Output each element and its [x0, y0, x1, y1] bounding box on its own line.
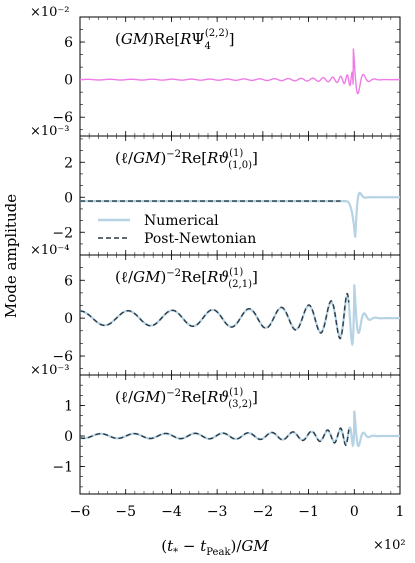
panel-label-part: −2 [166, 149, 181, 160]
y-tick-label: −1 [52, 460, 73, 476]
y-axis-label: Mode amplitude [2, 194, 20, 318]
y-tick-label: 2 [64, 155, 73, 171]
panel-label-part: )Re[ [148, 30, 180, 48]
panel-label-part: ϑ [218, 149, 229, 167]
y-multiplier: ×10⁻³ [30, 363, 70, 378]
series-numerical-line [80, 284, 400, 347]
x-axis-label-part: * [173, 547, 178, 558]
panel-label-part: Re[ [181, 268, 207, 286]
series-pn-line [80, 292, 350, 340]
panel-label-part: ϑ [218, 388, 229, 406]
x-tick-label: −5 [115, 504, 136, 520]
panel-plot-area [80, 191, 400, 238]
panel-label-part: −2 [166, 268, 181, 279]
x-axis-label-part: t [200, 537, 207, 555]
panel-label-part: R [206, 388, 218, 406]
y-multiplier: ×10⁻² [30, 5, 70, 20]
x-axis-label-part: Peak [206, 547, 231, 558]
x-tick-label: 1 [396, 504, 405, 520]
y-tick-label: 6 [64, 35, 73, 51]
panel-label-part: ] [252, 388, 258, 406]
x-tick-label: −1 [298, 504, 319, 520]
panel-3: −6 0 6 ×10⁻⁴ [30, 243, 401, 376]
panel-label-part: ( [115, 30, 121, 48]
panel-label-part: ) [160, 268, 166, 286]
panel-label-part: (2,2) [205, 28, 229, 39]
x-tick-label: −6 [70, 504, 91, 520]
panel-label-part: ] [252, 149, 258, 167]
panel-label: (ℓ/GM)−2Re[Rϑ(1) (2,1)] [115, 267, 258, 290]
y-tick-label: 0 [64, 73, 73, 89]
y-tick-label: −2 [52, 225, 73, 241]
series-psi4-line [80, 48, 400, 95]
panel-label-part: Re[ [181, 388, 207, 406]
panel-plot-area [80, 48, 400, 95]
panel-label-part: −2 [166, 388, 181, 399]
panel-label-part: (1,0) [228, 160, 252, 171]
x-axis-label-part: t [167, 537, 174, 555]
legend-pn-label: Post-Newtonian [144, 231, 256, 247]
x-tick-label: −2 [253, 504, 274, 520]
panel-label-part: GM [121, 30, 149, 48]
panel-label: (GM)Re[RΨ4 (2,2)] [115, 28, 234, 52]
panel-plot-area [80, 410, 400, 448]
panel-label-part: GM [133, 268, 161, 286]
y-tick-label: 1 [64, 399, 73, 415]
panel-label-part: ) [160, 388, 166, 406]
panel-label-part: (3,2) [228, 399, 252, 410]
panel-label-part: ] [252, 268, 258, 286]
panel-plot-area [80, 284, 400, 347]
panel-label-part: Re[ [181, 149, 207, 167]
y-multiplier: ×10⁻⁴ [30, 243, 70, 258]
y-multiplier: ×10⁻³ [30, 124, 70, 139]
x-tick-label: −3 [207, 504, 228, 520]
panel-label-part: Ψ [191, 30, 204, 48]
panel-label-part: 4 [205, 41, 211, 52]
x-multiplier: ×10² [373, 538, 406, 553]
x-axis-label-part: ( [161, 537, 167, 555]
panel-label-part: R [206, 268, 218, 286]
y-tick-label: 0 [64, 311, 73, 327]
panel-label-part: (2,1) [228, 279, 252, 290]
panel-label-part: R [206, 149, 218, 167]
y-tick-label: −6 [52, 349, 73, 365]
x-axis-label-part: )/ [231, 537, 243, 555]
panel-label-part: (ℓ/ [115, 149, 134, 167]
panel-label: (ℓ/GM)−2Re[Rϑ(1) (3,2)] [115, 387, 258, 410]
legend: Numerical Post-Newtonian [98, 213, 256, 247]
panel-label-part: ] [229, 30, 235, 48]
panel-label-part: (1) [229, 267, 243, 278]
panel-1: −6 0 6 ×10⁻² [30, 5, 401, 137]
series-pn-line [80, 427, 350, 446]
panel-label-part: (1) [229, 148, 243, 159]
x-axis-label: (t* − tPeak)/GM [161, 537, 269, 558]
series-numerical-line [80, 410, 400, 448]
panel-label-part: (ℓ/ [115, 268, 134, 286]
panel-label-part: GM [133, 388, 161, 406]
panel-label-part: ϑ [218, 268, 229, 286]
y-tick-label: 6 [64, 273, 73, 289]
panel-label: (ℓ/GM)−2Re[Rϑ(1) (1,0)] [115, 148, 258, 171]
legend-numerical-label: Numerical [144, 213, 219, 229]
y-tick-label: −6 [52, 110, 73, 126]
x-tick-label: 0 [350, 504, 359, 520]
x-tick-label: −4 [161, 504, 182, 520]
y-tick-label: 0 [64, 190, 73, 206]
panel-label-part: GM [133, 149, 161, 167]
x-axis-label-part: − [178, 537, 200, 555]
panel-label-part: ) [160, 149, 166, 167]
panel-4: −1 0 1 ×10⁻³ [30, 363, 401, 495]
y-tick-label: 0 [64, 429, 73, 445]
panel-label-part: (ℓ/ [115, 388, 134, 406]
panel-frame [79, 374, 401, 495]
panel-2: −2 0 2 ×10⁻³ [30, 124, 401, 256]
x-axis-label-part: GM [241, 537, 269, 555]
panel-label-part: (1) [229, 387, 243, 398]
panel-label-part: R [179, 30, 191, 48]
